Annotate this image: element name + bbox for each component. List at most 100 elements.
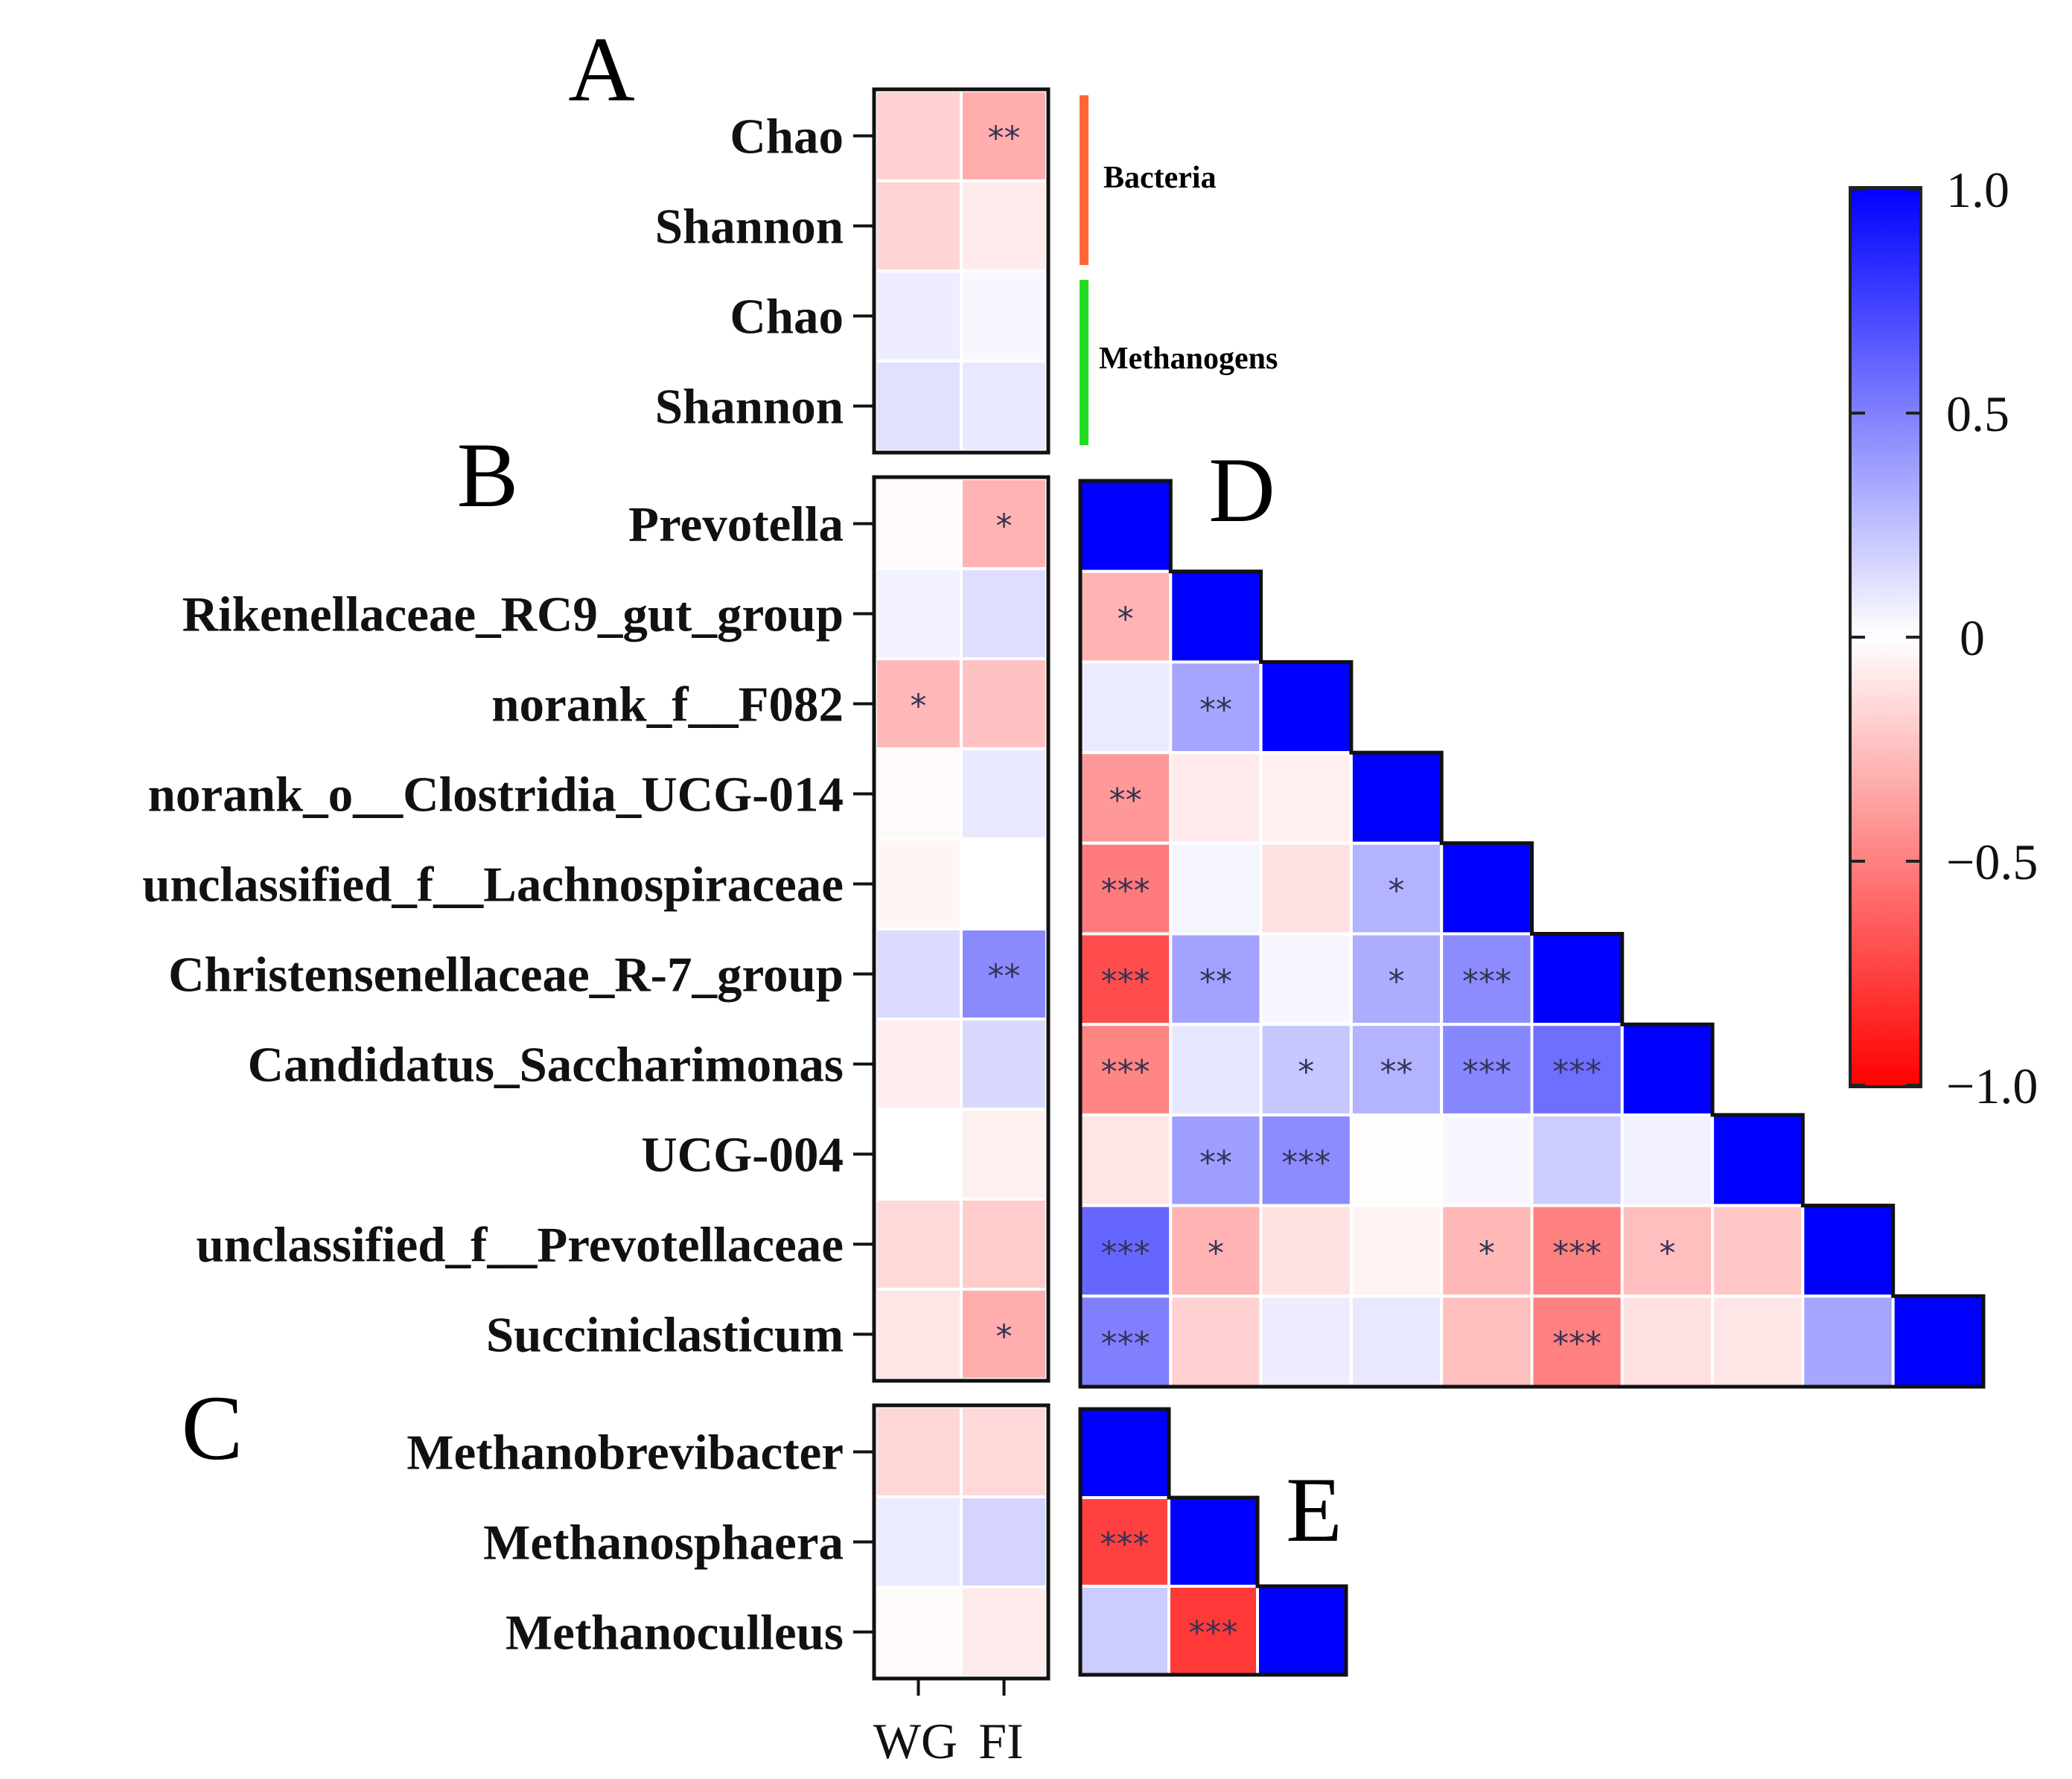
significance-marker: * bbox=[1389, 872, 1405, 910]
row-label-prevotella: Prevotella bbox=[628, 497, 844, 552]
significance-marker: ** bbox=[1380, 1053, 1413, 1091]
triangle-outline bbox=[1078, 1407, 1348, 1677]
significance-marker: *** bbox=[1101, 872, 1150, 910]
correlation-cell bbox=[1711, 1113, 1805, 1207]
correlation-cell bbox=[1440, 932, 1534, 1026]
correlation-cell bbox=[1349, 1204, 1444, 1298]
correlation-cell bbox=[1259, 841, 1353, 936]
group-brackets: Bacteria Methanogens bbox=[1080, 95, 1278, 445]
significance-marker: ** bbox=[1199, 962, 1232, 1000]
row-label-methanoculleus: Methanoculleus bbox=[506, 1606, 844, 1661]
heatmap-frame bbox=[872, 475, 1051, 1383]
heatmap-cell bbox=[874, 269, 963, 362]
correlation-cell bbox=[1440, 841, 1534, 936]
significance-marker: *** bbox=[1462, 1053, 1511, 1091]
significance-marker: * bbox=[1118, 601, 1134, 639]
heatmap-cell bbox=[874, 567, 963, 660]
correlation-cell bbox=[1256, 1585, 1348, 1676]
correlation-cell bbox=[1079, 841, 1173, 936]
heatmap-cell bbox=[874, 89, 963, 182]
significance-marker: * bbox=[1479, 1234, 1495, 1272]
correlation-cell bbox=[1169, 1023, 1263, 1117]
row-label-norank-f-f082: norank_f__F082 bbox=[491, 677, 844, 732]
row-label-unclassified-f-lachnospiraceae: unclassified_f__Lachnospiraceae bbox=[142, 857, 844, 913]
significance-marker: ** bbox=[988, 958, 1021, 996]
heatmap-a: ** Chao Shannon Chao Shannon bbox=[655, 87, 1051, 455]
correlation-cell bbox=[1440, 1113, 1534, 1207]
correlation-cell bbox=[1079, 1023, 1173, 1117]
heatmap-cell bbox=[874, 1198, 963, 1291]
x-label-fi: FI bbox=[978, 1713, 1023, 1769]
significance-marker: *** bbox=[1100, 1526, 1150, 1564]
correlation-cell bbox=[1079, 479, 1173, 573]
significance-marker: * bbox=[996, 508, 1013, 546]
panel-letters: A B C D E bbox=[182, 19, 1342, 1561]
correlation-cell bbox=[1891, 1294, 1985, 1389]
correlation-cell bbox=[1259, 932, 1353, 1026]
significance-marker: ** bbox=[988, 120, 1021, 158]
significance-marker: *** bbox=[1281, 1144, 1330, 1182]
heatmap-cell bbox=[960, 837, 1048, 930]
heatmap-cell bbox=[960, 89, 1048, 182]
significance-marker: * bbox=[1389, 962, 1405, 1000]
significance-marker: *** bbox=[1552, 1325, 1601, 1363]
row-label-norank-o-clostridia-ucg-014: norank_o__Clostridia_UCG-014 bbox=[148, 767, 844, 823]
heatmap-cell bbox=[960, 360, 1048, 453]
row-label-candidatus-saccharimonas: Candidatus_Saccharimonas bbox=[248, 1038, 844, 1093]
heatmap-cell bbox=[960, 269, 1048, 362]
row-label-methanosphaera: Methanosphaera bbox=[483, 1515, 844, 1571]
triangle-heatmap-e: *** *** bbox=[1078, 1407, 1348, 1677]
correlation-cell bbox=[1530, 932, 1624, 1026]
heatmap-cell bbox=[874, 837, 963, 930]
correlation-cell bbox=[1079, 1294, 1173, 1389]
correlation-cell bbox=[1079, 1585, 1170, 1676]
row-label-methanobrevibacter: Methanobrevibacter bbox=[407, 1425, 844, 1481]
significance-marker: ** bbox=[1109, 782, 1142, 820]
heatmap-cell bbox=[960, 1018, 1048, 1111]
significance-marker: *** bbox=[1101, 1234, 1150, 1272]
correlation-cell bbox=[1259, 1204, 1353, 1298]
heatmap-b: * Prevotella Rikenellaceae_RC9_gut_group * n… bbox=[142, 475, 1051, 1383]
row-label-rikenellaceae-rc9-gut-group: Rikenellaceae_RC9_gut_group bbox=[182, 587, 844, 642]
heatmap-cell bbox=[960, 1288, 1048, 1381]
bacteria-group-bar bbox=[1080, 95, 1088, 265]
correlation-cell bbox=[1079, 660, 1173, 755]
correlation-cell bbox=[1079, 1204, 1173, 1298]
significance-marker: * bbox=[1659, 1234, 1675, 1272]
heatmap-cell bbox=[960, 1198, 1048, 1291]
significance-marker: *** bbox=[1101, 962, 1150, 1000]
x-label-wg: WG bbox=[873, 1713, 957, 1769]
correlation-cell bbox=[1259, 660, 1353, 755]
heatmap-cell bbox=[874, 179, 963, 272]
heatmap-cell bbox=[960, 1495, 1048, 1588]
row-label-ucg-004: UCG-004 bbox=[641, 1128, 844, 1183]
panel-label-e: E bbox=[1286, 1459, 1342, 1561]
heatmap-cell bbox=[874, 927, 963, 1021]
heatmap-cell bbox=[874, 477, 963, 570]
significance-marker: * bbox=[1298, 1053, 1314, 1091]
significance-marker: *** bbox=[1552, 1234, 1601, 1272]
x-axis: WG FI bbox=[873, 1677, 1024, 1769]
heatmap-cell bbox=[874, 1018, 963, 1111]
heatmap-cell bbox=[960, 179, 1048, 272]
heatmap-cell bbox=[874, 360, 963, 453]
heatmap-cell bbox=[874, 1288, 963, 1381]
heatmap-cell bbox=[874, 657, 963, 750]
correlation-cell bbox=[1259, 751, 1353, 845]
correlation-cell bbox=[1530, 1023, 1624, 1117]
heatmap-cell bbox=[960, 657, 1048, 750]
panel-label-c: C bbox=[182, 1377, 243, 1479]
significance-marker: *** bbox=[1462, 962, 1511, 1000]
correlation-cell bbox=[1349, 1294, 1444, 1389]
correlation-cell bbox=[1349, 1113, 1444, 1207]
bacteria-group-label: Bacteria bbox=[1103, 161, 1217, 195]
heatmap-cell bbox=[874, 1405, 963, 1498]
significance-marker: ** bbox=[1199, 691, 1232, 729]
colorbar: 1.0 0.5 0 −0.5 −1.0 bbox=[1849, 162, 2038, 1114]
panel-label-d: D bbox=[1208, 439, 1275, 541]
significance-marker: *** bbox=[1189, 1614, 1238, 1652]
triangle-heatmap-d: ******** **** ** * ****** * ** *** ***** ****** * *… bbox=[1078, 479, 1986, 1389]
significance-marker: * bbox=[911, 688, 927, 726]
correlation-cell bbox=[1620, 1113, 1715, 1207]
